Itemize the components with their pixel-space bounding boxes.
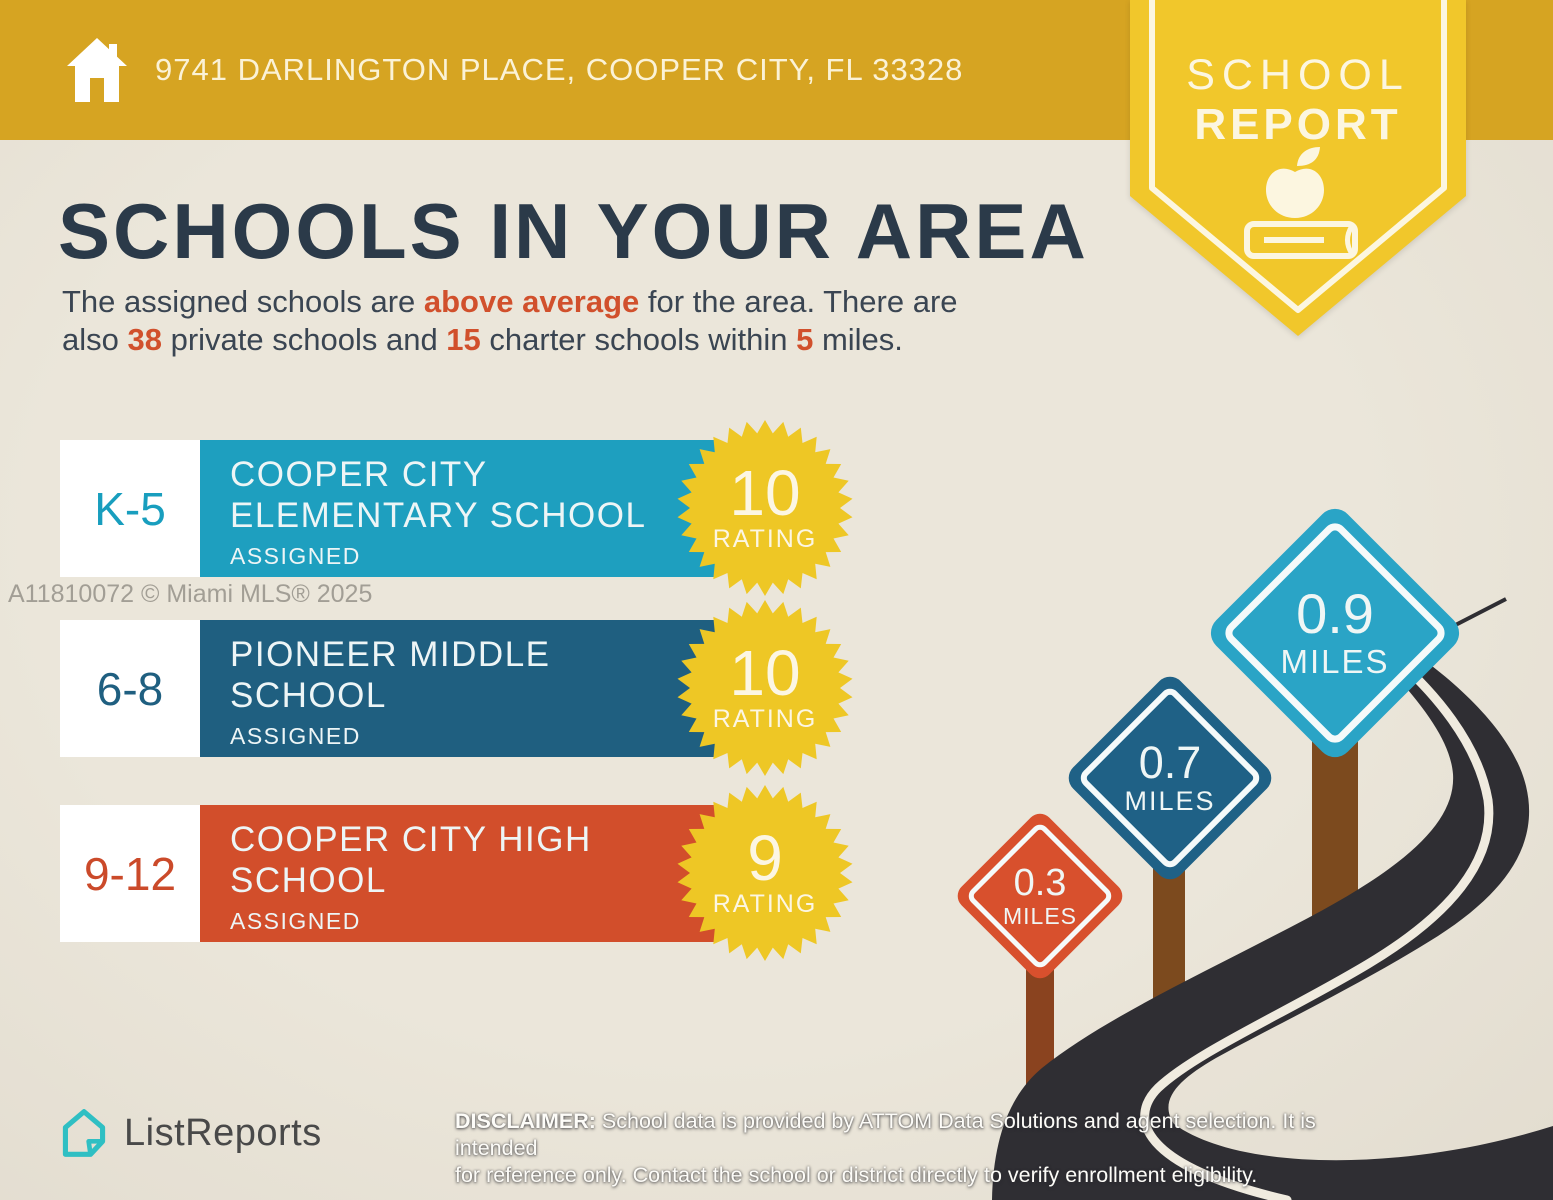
distance-value: 0.7: [1138, 737, 1202, 788]
school-report-ribbon: SCHOOL REPORT: [1130, 0, 1466, 336]
rating-badge-middle: 10 RATING: [677, 600, 853, 776]
school-bar: COOPER CITY ELEMENTARY SCHOOL ASSIGNED: [200, 440, 717, 577]
starburst-icon: [677, 785, 853, 961]
distance-unit: MILES: [1002, 902, 1078, 929]
starburst-icon: [677, 600, 853, 776]
page-title: SCHOOLS IN YOUR AREA: [58, 187, 1089, 275]
school-bar: COOPER CITY HIGH SCHOOL ASSIGNED: [200, 805, 717, 942]
ribbon-line1: SCHOOL: [1186, 51, 1410, 99]
grade-range: K-5: [60, 440, 200, 577]
intro-line2: also 38 private schools and 15 charter s…: [62, 322, 903, 357]
rating-value: 9: [747, 821, 783, 894]
listreports-house-icon: [62, 1109, 106, 1157]
school-row-high: 9-12 COOPER CITY HIGH SCHOOL ASSIGNED: [60, 805, 717, 942]
rating-label: RATING: [712, 889, 818, 918]
mls-watermark: A11810072 © Miami MLS® 2025: [8, 580, 373, 608]
assigned-label: ASSIGNED: [230, 723, 361, 749]
intro-text: The assigned schools are above average f…: [62, 283, 958, 359]
disclaimer-label: DISCLAIMER:: [455, 1109, 596, 1133]
apple-book-icon: [1244, 147, 1358, 259]
home-icon: [67, 38, 127, 102]
school-row-elementary: K-5 COOPER CITY ELEMENTARY SCHOOL ASSIGNE…: [60, 440, 717, 577]
grade-range: 6-8: [60, 620, 200, 757]
listreports-logo: ListReports: [58, 1106, 322, 1160]
distance-sign-0-9-miles: 0.9 MILES: [1203, 501, 1467, 765]
listreports-wordmark: ListReports: [124, 1111, 322, 1154]
school-name: COOPER CITY ELEMENTARY SCHOOL: [230, 455, 647, 535]
highlight-above-average: above average: [423, 284, 640, 319]
rating-value: 10: [729, 636, 801, 709]
highlight-charter-count: 15: [446, 322, 481, 357]
distance-unit: MILES: [1124, 786, 1216, 816]
disclaimer-text: DISCLAIMER: School data is provided by A…: [455, 1109, 1316, 1187]
highlight-miles: 5: [796, 322, 814, 357]
assigned-label: ASSIGNED: [230, 908, 361, 934]
school-row-middle: 6-8 PIONEER MIDDLE SCHOOL ASSIGNED: [60, 620, 717, 757]
rating-label: RATING: [712, 704, 818, 733]
assigned-label: ASSIGNED: [230, 543, 361, 569]
distance-sign-0-7-miles: 0.7 MILES: [1062, 670, 1278, 886]
highlight-private-count: 38: [127, 322, 162, 357]
grade-range: 9-12: [60, 805, 200, 942]
property-address: 9741 DARLINGTON PLACE, COOPER CITY, FL 3…: [155, 52, 964, 87]
school-name: COOPER CITY HIGH SCHOOL: [230, 820, 592, 900]
school-name: PIONEER MIDDLE SCHOOL: [230, 635, 551, 715]
ribbon-line2: REPORT: [1194, 100, 1401, 149]
rating-badge-high: 9 RATING: [677, 785, 853, 961]
distance-value: 0.3: [1013, 861, 1067, 904]
distance-sign-0-3-miles: 0.3 MILES: [952, 808, 1128, 984]
distance-value: 0.9: [1296, 582, 1374, 645]
rating-label: RATING: [712, 524, 818, 553]
distance-unit: MILES: [1280, 643, 1390, 680]
intro-line1: The assigned schools are above average f…: [62, 284, 958, 319]
school-bar: PIONEER MIDDLE SCHOOL ASSIGNED: [200, 620, 717, 757]
rating-badge-elementary: 10 RATING: [677, 420, 853, 596]
rating-value: 10: [729, 456, 801, 529]
starburst-icon: [677, 420, 853, 596]
